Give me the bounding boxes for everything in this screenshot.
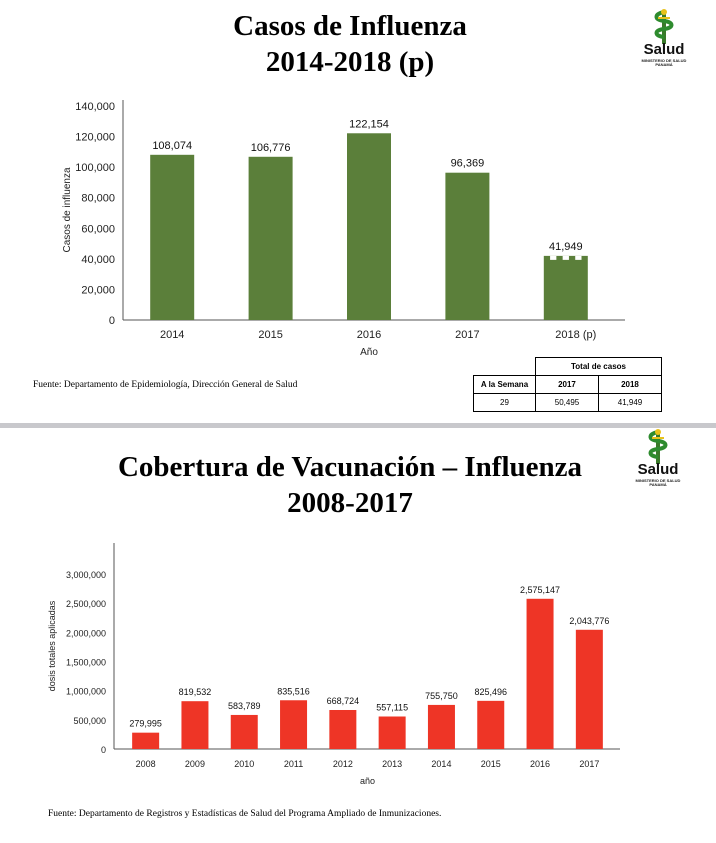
x-tick-label: 2016: [357, 329, 381, 341]
y-tick-label: 2,000,000: [66, 628, 106, 638]
y-tick-label: 3,000,000: [66, 570, 106, 580]
bar-partial-notch: [562, 255, 569, 260]
x-tick-label: 2009: [185, 759, 205, 769]
y-tick-label: 120,000: [75, 132, 115, 144]
y-tick-label: 60,000: [81, 223, 115, 235]
x-tick-label: 2012: [333, 759, 353, 769]
y-tick-label: 1,500,000: [66, 658, 106, 668]
bar: [181, 701, 209, 749]
table-week: 29: [473, 393, 536, 412]
influenza-cases-slide: Casos de Influenza 2014-2018 (p) Salud M…: [0, 8, 700, 412]
x-tick-label: 2018 (p): [555, 329, 596, 341]
data-label: 41,949: [549, 241, 583, 253]
bar: [427, 704, 455, 749]
bar: [248, 156, 293, 320]
data-label: 2,575,147: [520, 585, 560, 595]
slide-title: Cobertura de Vacunación – Influenza 2008…: [0, 449, 700, 521]
x-tick-label: 2017: [455, 329, 479, 341]
x-tick-label: 2014: [431, 759, 451, 769]
bar: [378, 716, 406, 749]
data-label: 96,369: [451, 158, 485, 170]
bar: [280, 700, 308, 749]
x-tick-label: 2015: [258, 329, 282, 341]
logo-word: Salud: [643, 41, 685, 58]
data-label: 106,776: [251, 142, 291, 154]
y-tick-label: 2,500,000: [66, 599, 106, 609]
title-line-2: 2008-2017: [287, 487, 413, 519]
table-row-header: A la Semana: [473, 375, 536, 394]
snake-staff-icon: [648, 429, 668, 464]
bar: [445, 172, 490, 320]
vaccination-coverage-slide: Cobertura de Vacunación – Influenza 2008…: [0, 428, 716, 843]
y-axis-label: Casos de influenza: [62, 167, 73, 252]
table-col-2017: 2017: [535, 375, 599, 394]
y-tick-label: 0: [109, 315, 115, 327]
slide-divider: [0, 423, 716, 428]
x-tick-label: 2008: [136, 759, 156, 769]
x-tick-label: 2016: [530, 759, 550, 769]
logo-word: Salud: [637, 461, 679, 478]
y-tick-label: 140,000: [75, 101, 115, 113]
data-label: 557,115: [376, 703, 408, 713]
x-tick-label: 2011: [284, 759, 303, 769]
slide-title: Casos de Influenza 2014-2018 (p): [0, 8, 700, 80]
bar-partial-notch: [550, 255, 557, 260]
bar: [150, 154, 195, 320]
x-tick-label: 2014: [160, 329, 184, 341]
data-label: 2,043,776: [569, 616, 609, 626]
y-tick-label: 500,000: [73, 716, 106, 726]
y-tick-label: 1,000,000: [66, 687, 106, 697]
x-tick-label: 2010: [234, 759, 254, 769]
bar: [347, 133, 391, 320]
salud-logo: Salud MINISTERIO DE SALUD PANAMÁ: [630, 428, 686, 488]
data-label: 755,750: [425, 691, 458, 701]
x-tick-label: 2017: [579, 759, 599, 769]
bar: [132, 732, 160, 749]
salud-logo: Salud MINISTERIO DE SALUD PANAMÁ: [636, 8, 692, 68]
bar: [230, 714, 258, 749]
bar: [329, 709, 357, 749]
total-cases-table: Total de casos A la Semana 2017 2018 29 …: [473, 357, 663, 412]
data-label: 825,496: [474, 687, 507, 697]
x-tick-label: 2013: [382, 759, 402, 769]
source-note: Fuente: Departamento de Registros y Esta…: [48, 809, 442, 819]
y-tick-label: 0: [101, 745, 106, 755]
bar-partial-notch: [575, 255, 582, 260]
y-tick-label: 100,000: [75, 162, 115, 174]
table-value-2017: 50,495: [535, 393, 599, 412]
bar: [477, 700, 505, 749]
snake-staff-icon: [654, 9, 674, 44]
logo-subtext: MINISTERIO DE SALUD PANAMÁ: [641, 58, 687, 67]
x-axis-label: Año: [360, 347, 378, 358]
x-tick-label: 2015: [481, 759, 501, 769]
data-label: 122,154: [349, 118, 389, 130]
logo-subtext: MINISTERIO DE SALUD PANAMÁ: [635, 478, 681, 487]
influenza-cases-chart: 0 20,000 40,000 60,000 80,000 100,000 120,000 1…: [62, 100, 625, 358]
data-label: 583,789: [228, 701, 261, 711]
source-note: Fuente: Departamento de Epidemiología, D…: [33, 380, 298, 390]
bar: [526, 598, 554, 749]
y-tick-label: 20,000: [81, 284, 115, 296]
data-label: 668,724: [327, 696, 360, 706]
y-tick-label: 40,000: [81, 254, 115, 266]
title-line-1: Casos de Influenza: [233, 10, 467, 42]
table-group-header: Total de casos: [535, 357, 662, 376]
y-tick-label: 80,000: [81, 193, 115, 205]
data-label: 819,532: [179, 687, 212, 697]
vaccination-coverage-chart: 0 500,000 1,000,000 1,500,000 2,000,000 2,500…: [47, 543, 620, 786]
data-label: 108,074: [152, 140, 192, 152]
title-line-2: 2014-2018 (p): [265, 46, 435, 78]
bar: [543, 255, 588, 320]
data-label: 279,995: [129, 719, 162, 729]
title-line-1: Cobertura de Vacunación – Influenza: [117, 451, 583, 483]
table-value-2018: 41,949: [597, 393, 663, 412]
bar: [575, 629, 603, 749]
data-label: 835,516: [277, 686, 310, 696]
table-col-2018: 2018: [597, 375, 663, 394]
y-axis-label: dosis totales aplicadas: [47, 600, 57, 691]
x-axis-label: año: [360, 776, 375, 786]
